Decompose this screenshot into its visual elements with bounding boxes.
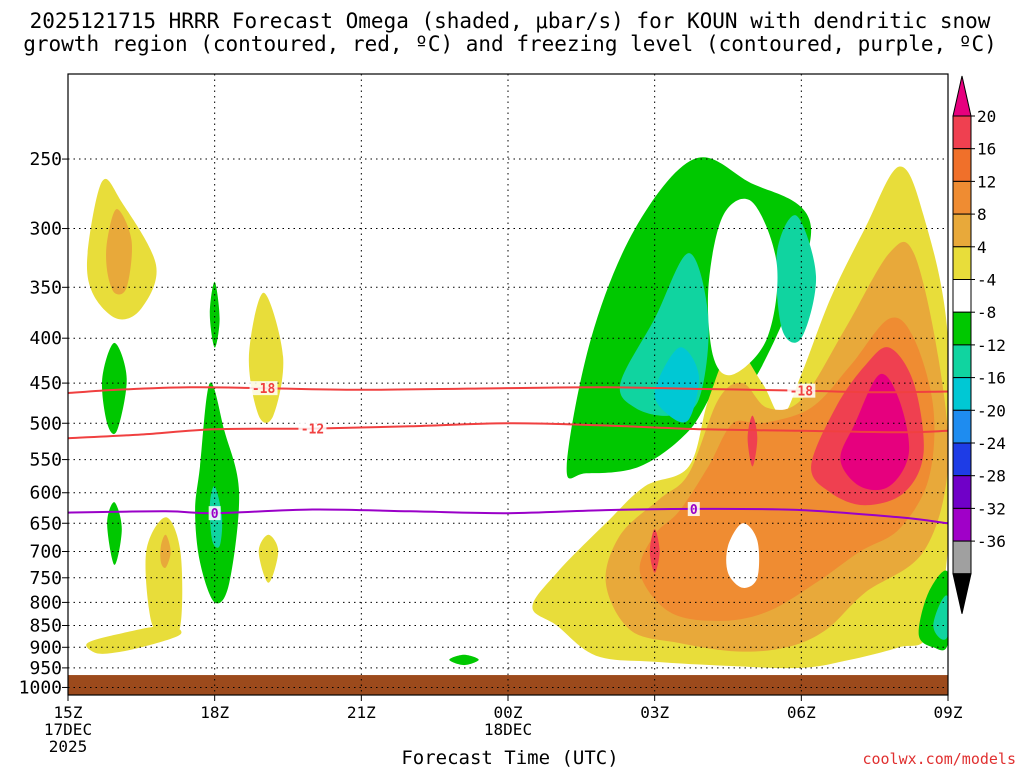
y-tick-label: 400 xyxy=(29,328,62,349)
colorbar-swatch xyxy=(952,279,972,313)
left-yellow-blob-bottom xyxy=(86,625,182,654)
dendritic-12-line xyxy=(67,422,949,440)
x-tick-label: 06Z xyxy=(787,703,816,722)
colorbar-swatch xyxy=(952,115,972,150)
credit-text: coolwx.com/models xyxy=(862,750,1016,768)
left-orange-blob-700 xyxy=(160,534,171,568)
freezing-level-line xyxy=(67,507,949,525)
colorbar-swatch xyxy=(952,442,972,477)
colorbar-label: -12 xyxy=(977,336,1006,355)
contour-lines: -18 -18 -12 0 0 xyxy=(67,381,949,525)
colorbar-swatch xyxy=(952,377,972,411)
left-green-blob-650 xyxy=(107,502,122,565)
x-tick-label: 18Z xyxy=(200,703,229,722)
y-tick-label: 250 xyxy=(29,149,62,170)
dendritic-18-label-bg xyxy=(787,383,816,398)
y-tick-label: 950 xyxy=(29,658,62,679)
x-tick-label: 03Z xyxy=(640,703,669,722)
y-tick-label: 750 xyxy=(29,568,62,589)
colorbar-label: -36 xyxy=(977,532,1006,551)
red-spot-04z xyxy=(747,415,758,467)
omega-shaded-regions xyxy=(86,157,948,669)
y-tick-label: 300 xyxy=(29,219,62,240)
colorbar-swatch xyxy=(952,311,972,346)
y-tick-label: 350 xyxy=(29,277,62,298)
upper-white-gap xyxy=(707,198,778,376)
dendritic-18-label-bg xyxy=(249,381,278,396)
green-column-18z-top xyxy=(209,281,220,348)
colorbar-label: -16 xyxy=(977,369,1006,388)
y-axis: 2503003504004505005506006507007508008509… xyxy=(19,149,68,698)
colorbar-swatch xyxy=(952,507,972,542)
dendritic-18-label: -18 xyxy=(252,382,276,397)
colorbar-label: -32 xyxy=(977,499,1006,518)
right-edge-teal xyxy=(933,595,948,640)
x-axis-label: Forecast Time (UTC) xyxy=(401,747,618,768)
colorbar-swatch xyxy=(952,246,972,281)
left-green-blob-450 xyxy=(101,342,127,435)
colorbar-label: 16 xyxy=(977,140,996,159)
colorbar: 20 16 12 8 4 -4 -8 -12 -16 -20 -24 -28 -32 -36 xyxy=(952,75,1006,614)
colorbar-label: 12 xyxy=(977,172,996,191)
y-tick-label: 850 xyxy=(29,616,62,637)
x-tick-label: 21Z xyxy=(347,703,376,722)
freezing-level-label-bg xyxy=(208,506,221,521)
gridlines xyxy=(67,74,949,695)
colorbar-label: -28 xyxy=(977,467,1006,486)
x-tick-label: 18DEC xyxy=(484,720,532,739)
y-tick-label: 500 xyxy=(29,413,62,434)
left-yellow-blob-700 xyxy=(145,517,183,636)
green-blob-23z xyxy=(449,654,479,666)
freezing-level-label: 0 xyxy=(690,503,698,518)
x-tick-label: 17DEC xyxy=(44,720,92,739)
x-tick-label: 15Z xyxy=(54,703,83,722)
freezing-level-label: 0 xyxy=(211,507,219,522)
colorbar-label: 8 xyxy=(977,205,987,224)
colorbar-label: -8 xyxy=(977,303,996,322)
colorbar-swatch xyxy=(952,540,972,575)
dendritic-12-label-bg xyxy=(298,421,327,436)
red-spot-03z xyxy=(649,529,660,573)
y-tick-label: 900 xyxy=(29,637,62,658)
upper-cyan-region xyxy=(654,347,699,423)
colorbar-swatch xyxy=(952,180,972,215)
freezing-level-label-bg xyxy=(687,502,700,517)
colorbar-swatch xyxy=(952,409,972,444)
colorbar-label: 4 xyxy=(977,238,987,257)
x-tick-label: 2025 xyxy=(49,737,88,756)
dendritic-18-label: -18 xyxy=(790,385,814,400)
y-tick-label: 550 xyxy=(29,450,62,471)
colorbar-top-arrow xyxy=(952,75,972,117)
chart-title-line2: growth region (contoured, red, ºC) and f… xyxy=(23,32,997,56)
right-teal-region xyxy=(776,215,817,343)
y-tick-label: 450 xyxy=(29,373,62,394)
colorbar-label: 20 xyxy=(977,107,996,126)
colorbar-label: -4 xyxy=(977,271,996,290)
colorbar-swatch xyxy=(952,148,972,182)
colorbar-label: -24 xyxy=(977,434,1006,453)
colorbar-swatch xyxy=(952,213,972,248)
colorbar-swatch xyxy=(952,475,972,509)
y-tick-label: 600 xyxy=(29,483,62,504)
mid-white-hole xyxy=(726,523,760,588)
colorbar-swatch xyxy=(952,344,972,379)
y-tick-label: 1000 xyxy=(19,677,62,698)
colorbar-bottom-arrow xyxy=(952,573,972,614)
colorbar-label: -20 xyxy=(977,401,1006,420)
yellow-blob-19z-low xyxy=(258,534,279,583)
left-orange-blob-upper xyxy=(106,209,132,295)
y-tick-label: 700 xyxy=(29,542,62,563)
dendritic-12-label: -12 xyxy=(301,423,324,438)
x-tick-label: 00Z xyxy=(494,703,523,722)
yellow-blob-19z xyxy=(248,292,284,423)
y-tick-label: 650 xyxy=(29,513,62,534)
y-tick-label: 800 xyxy=(29,592,62,613)
chart-title-line1: 2025121715 HRRR Forecast Omega (shaded, … xyxy=(30,9,991,33)
x-tick-label: 09Z xyxy=(934,703,963,722)
